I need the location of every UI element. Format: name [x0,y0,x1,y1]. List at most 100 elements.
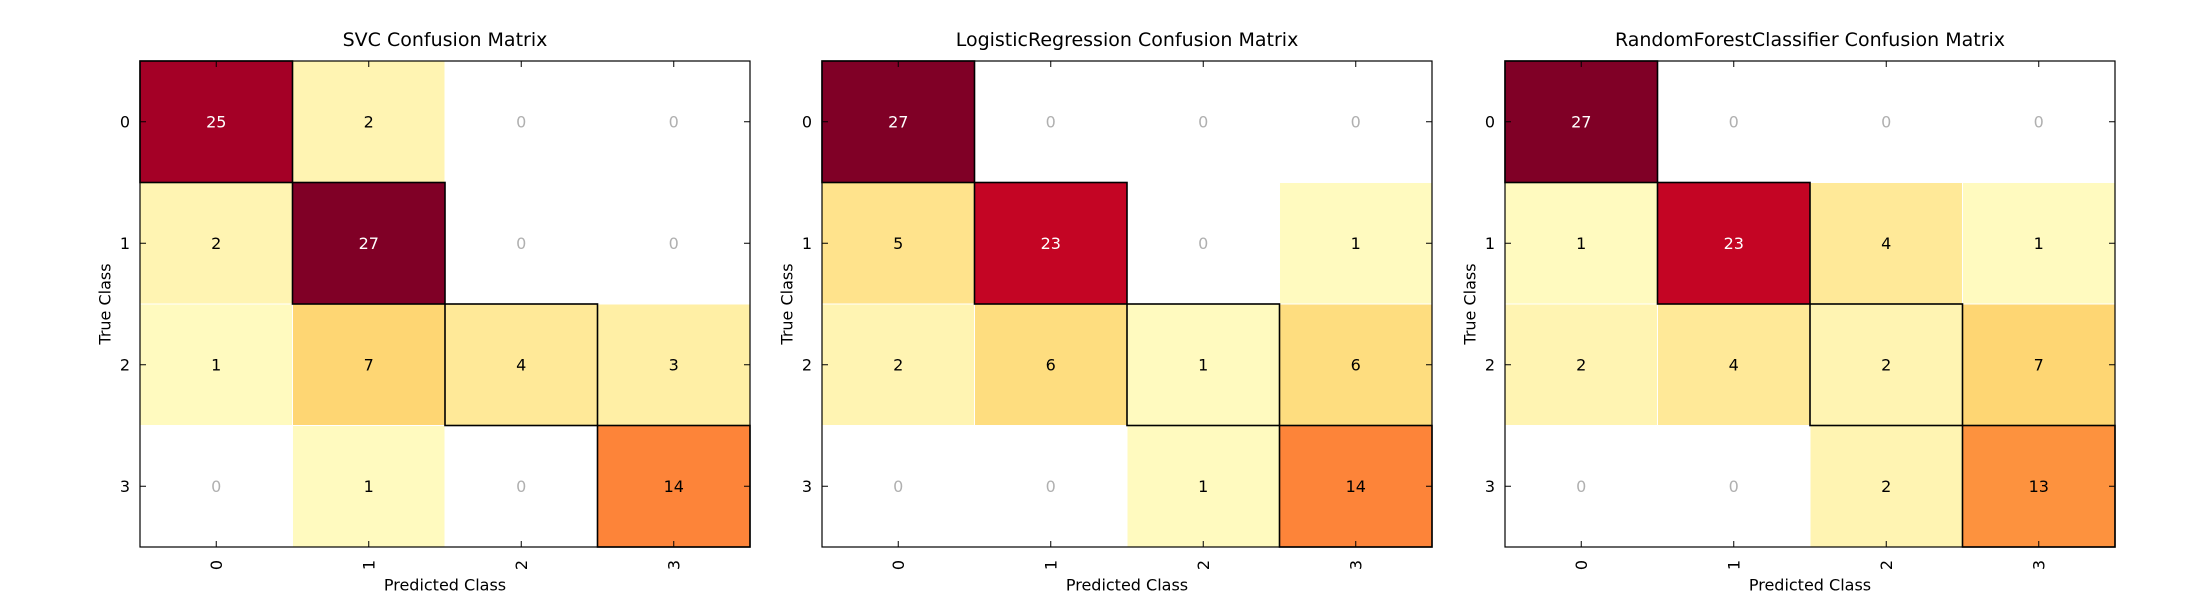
y-tick-label: 3 [120,477,130,496]
x-tick-label: 3 [1346,560,1365,570]
cell-value-label: 27 [1571,112,1591,131]
x-tick-label: 2 [1194,560,1213,570]
cell-value-label: 1 [1576,234,1586,253]
heatmap-cell [1279,60,1433,183]
y-axis-label: True Class [96,263,115,345]
plot-frame [821,60,1433,548]
cell-value-label: 14 [664,477,684,496]
cell-value-label: 14 [1346,477,1366,496]
heatmap-cell [821,425,975,548]
x-axis-label: Predicted Class [1066,576,1188,595]
cell-value-label: 0 [1046,477,1056,496]
heatmap-cell [292,182,446,305]
cell-value-label: 3 [669,355,679,374]
x-tick-label: 1 [359,560,378,570]
heatmap-cell [1126,425,1280,548]
heatmap-cell [597,182,751,305]
heatmap-cell [1126,182,1280,305]
cell-value-label: 2 [211,234,221,253]
cell-value-label: 1 [211,355,221,374]
heatmap-cell [974,425,1128,548]
cell-value-label: 27 [359,234,379,253]
x-axis-label: Predicted Class [384,576,506,595]
cell-value-label: 6 [1351,355,1361,374]
cell-value-label: 0 [669,112,679,131]
heatmap-cell [444,425,598,548]
cell-value-label: 0 [1881,112,1891,131]
heatmap-cell [1279,425,1433,548]
cell-value-label: 7 [2034,355,2044,374]
x-tick-label: 1 [1724,560,1743,570]
cell-value-label: 0 [669,234,679,253]
cell-value-label: 7 [364,355,374,374]
y-tick-label: 2 [120,355,130,374]
cell-value-label: 1 [2034,234,2044,253]
diagonal-cell-outline [973,181,1128,305]
heatmap-cell [974,60,1128,183]
heatmap-cell [597,60,751,183]
cell-value-label: 23 [1724,234,1744,253]
cell-value-label: 0 [893,477,903,496]
cell-value-label: 2 [1881,477,1891,496]
heatmap-cell [292,425,446,548]
diagonal-cell-outline [291,181,446,305]
y-tick-label: 1 [120,234,130,253]
cell-value-label: 5 [893,234,903,253]
cell-value-label: 1 [1198,477,1208,496]
cell-value-label: 0 [1351,112,1361,131]
chart-title: RandomForestClassifier Confusion Matrix [1615,29,2005,51]
cell-value-label: 2 [893,355,903,374]
cell-value-label: 4 [516,355,526,374]
x-tick-label: 3 [664,560,683,570]
heatmap-cell [974,182,1128,305]
cell-value-label: 0 [2034,112,2044,131]
cell-value-label: 0 [211,477,221,496]
chart-title: LogisticRegression Confusion Matrix [956,29,1299,51]
x-tick-label: 2 [512,560,531,570]
cell-value-label: 1 [364,477,374,496]
cell-value-label: 0 [516,234,526,253]
cell-value-label: 0 [1729,477,1739,496]
heatmap-cell [1809,60,1963,183]
heatmap-cell [1962,303,2116,426]
heatmap-cell [1279,182,1433,305]
cell-value-label: 0 [1198,112,1208,131]
cell-value-label: 0 [1198,234,1208,253]
cell-value-label: 0 [516,477,526,496]
cell-value-label: 2 [1576,355,1586,374]
y-axis-label: True Class [778,263,797,345]
y-axis-label: True Class [1461,263,1480,345]
x-tick-label: 0 [207,560,226,570]
heatmap-cell [139,182,293,305]
confusion-matrix-panel-2: 27 0 0 01 23 4 12 4 2 70 0 2 130 1 2 30123RandomForestC… [1461,29,2116,595]
confusion-matrix-panel-1: 27 0 0 05 23 0 12 6 1 60 0 1 140 1 2 30123LogisticRegre… [778,29,1433,595]
x-axis-label: Predicted Class [1749,576,1871,595]
heatmap-cell [597,303,751,426]
cell-value-label: 0 [1729,112,1739,131]
heatmap-cell [974,303,1128,426]
x-tick-label: 0 [1572,560,1591,570]
heatmap-cell [1657,60,1811,183]
y-tick-label: 2 [1485,355,1495,374]
cell-value-label: 0 [516,112,526,131]
cell-value-label: 0 [1046,112,1056,131]
chart-title: SVC Confusion Matrix [343,29,548,51]
y-tick-label: 1 [1485,234,1495,253]
cell-value-label: 6 [1046,355,1056,374]
cell-value-label: 13 [2029,477,2049,496]
heatmap-cell [139,60,293,183]
cell-value-label: 23 [1041,234,1061,253]
x-tick-label: 2 [1877,560,1896,570]
heatmap-cell [1962,60,2116,183]
heatmap-cell [1126,60,1280,183]
heatmap-cell [1809,303,1963,426]
cell-value-label: 1 [1198,355,1208,374]
diagonal-cell-outline [1126,303,1281,427]
plot-frame [139,60,751,548]
confusion-matrix-panel-0: 25 2 0 0 2 27 0 0 1 7 4 3 0 1 0 14 0 1 2 3 0 1 2 3 SVC Confusion… [96,29,751,595]
heatmap-cell [821,303,975,426]
y-tick-label: 0 [1485,112,1495,131]
diagonal-cell-outline [444,303,599,427]
heatmap-cell [139,425,293,548]
